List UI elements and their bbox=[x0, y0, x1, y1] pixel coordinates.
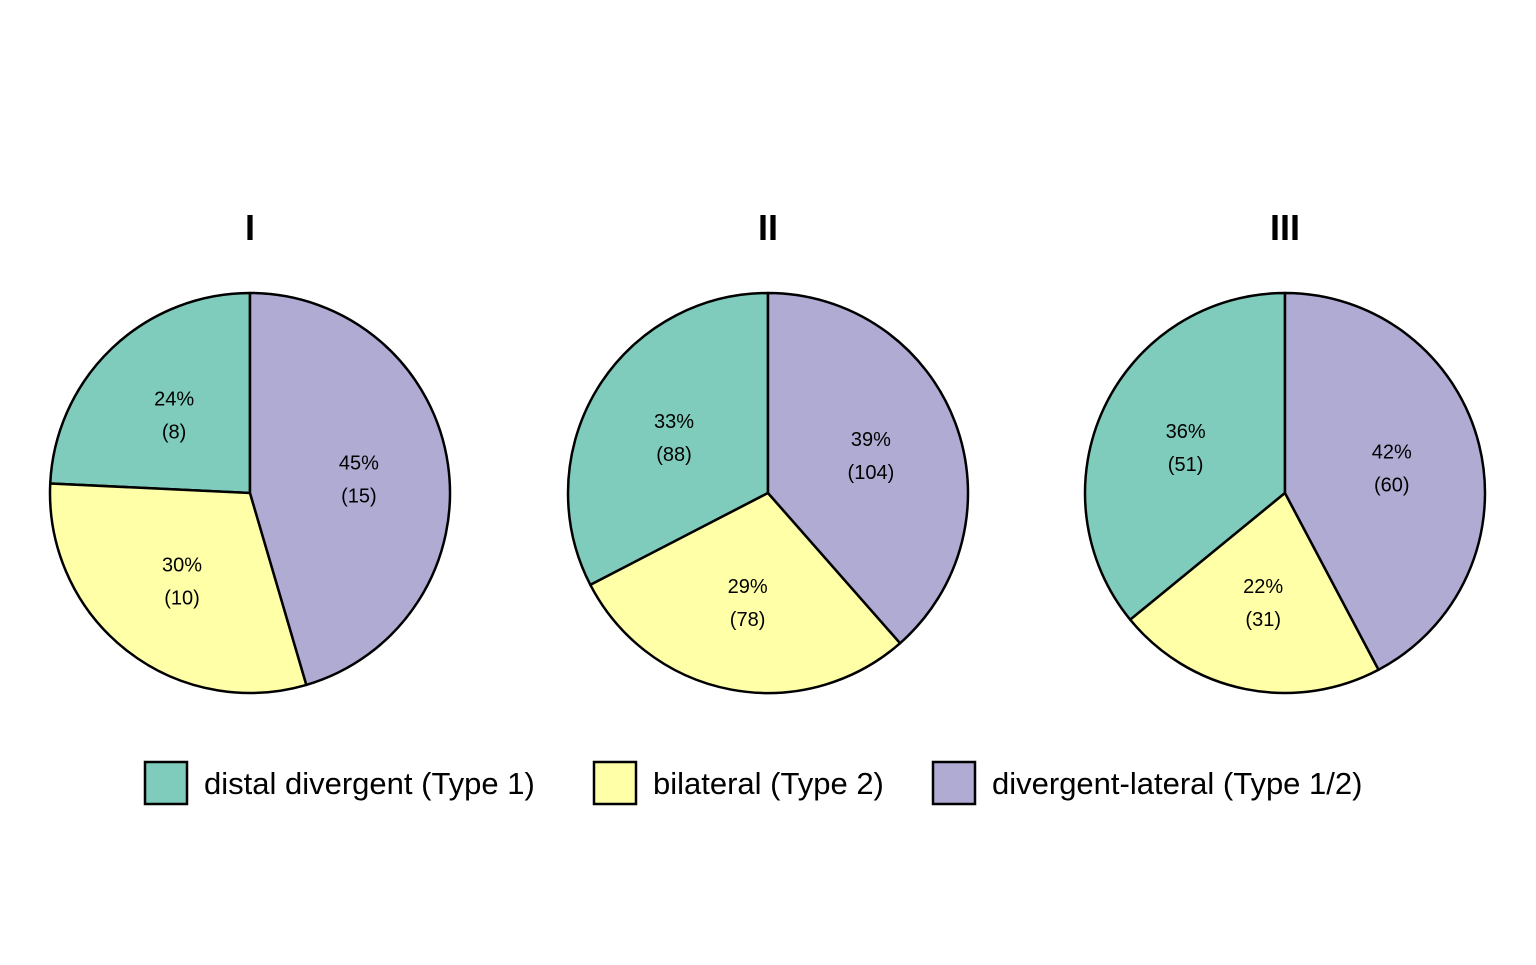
slice-count-label: (88) bbox=[656, 444, 692, 466]
pie-slice bbox=[566, 291, 770, 587]
pie-slice bbox=[1083, 291, 1287, 621]
slice-count-label: (51) bbox=[1168, 454, 1204, 476]
slice-count-label: (78) bbox=[730, 609, 766, 631]
slice-count-label: (15) bbox=[341, 485, 377, 507]
slice-percent-label: 30% bbox=[162, 555, 202, 577]
slice-count-label: (10) bbox=[164, 588, 200, 610]
slice-percent-label: 24% bbox=[154, 388, 194, 410]
slice-percent-label: 42% bbox=[1372, 442, 1412, 464]
slice-count-label: (8) bbox=[162, 421, 186, 443]
pie-slice bbox=[48, 291, 252, 495]
pie-slice bbox=[248, 291, 452, 687]
pie-slice bbox=[1283, 291, 1487, 672]
slice-percent-label: 39% bbox=[851, 429, 891, 451]
slice-percent-label: 33% bbox=[654, 411, 694, 433]
pie-slice bbox=[48, 482, 308, 695]
slice-count-label: (104) bbox=[848, 462, 895, 484]
pie-slice bbox=[766, 291, 970, 645]
slice-percent-label: 22% bbox=[1243, 576, 1283, 598]
pie-slice bbox=[589, 491, 902, 695]
legend-swatch bbox=[592, 760, 638, 806]
legend: distal divergent (Type 1) bilateral (Type… bbox=[143, 760, 1362, 806]
pie-chart-1: I 24% (8) 30% (10) 45% (15) bbox=[48, 207, 452, 695]
pie-title: I bbox=[245, 207, 255, 248]
pie-title: II bbox=[758, 207, 778, 248]
legend-label: divergent-lateral (Type 1/2) bbox=[992, 766, 1362, 801]
slice-count-label: (31) bbox=[1245, 609, 1281, 631]
slice-percent-label: 36% bbox=[1166, 421, 1206, 443]
legend-label: distal divergent (Type 1) bbox=[204, 766, 535, 801]
pie-slice bbox=[1128, 491, 1380, 695]
pie-chart-3: III 36% (51) 22% (31) 42% (60) bbox=[1083, 207, 1487, 695]
legend-label: bilateral (Type 2) bbox=[653, 766, 884, 801]
slice-percent-label: 29% bbox=[728, 576, 768, 598]
legend-swatch bbox=[931, 760, 977, 806]
legend-swatch bbox=[143, 760, 189, 806]
slice-count-label: (60) bbox=[1374, 475, 1410, 497]
slice-percent-label: 45% bbox=[339, 452, 379, 474]
pie-chart-2: II 33% (88) 29% (78) 39% (104) bbox=[566, 207, 970, 695]
pie-title: III bbox=[1270, 207, 1300, 248]
